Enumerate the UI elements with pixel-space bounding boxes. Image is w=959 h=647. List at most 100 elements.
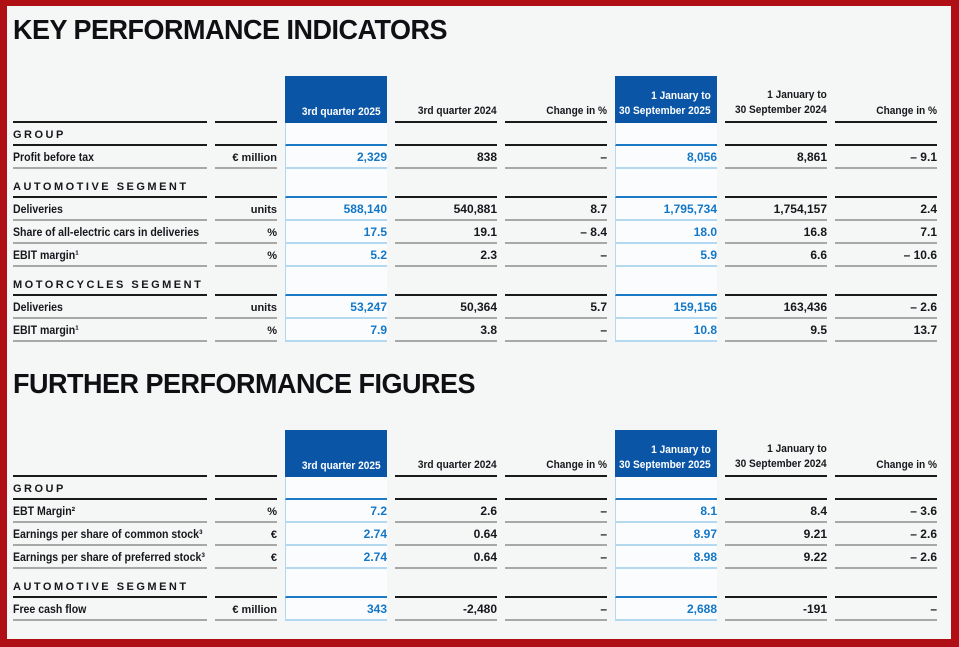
- spacer-row: [13, 569, 947, 575]
- section-header-row-group: GROUP: [13, 477, 947, 500]
- row-unit: %: [215, 319, 277, 342]
- cell-empty: [395, 477, 497, 500]
- kpi-table: 3rd quarter 2025 3rd quarter 2024 Change…: [13, 76, 947, 342]
- header-q3-2024: 3rd quarter 2024: [395, 76, 497, 123]
- table-row-eps-common: Earnings per share of common stock³ € 2.…: [13, 523, 947, 546]
- header-ytd-2024: 1 January to 30 September 2024: [725, 76, 827, 123]
- table-row-moto-deliveries: Deliveries units 53,247 50,364 5.7 159,1…: [13, 296, 947, 319]
- cell-change: – 8.4: [505, 221, 607, 244]
- cell-q3-2025: 53,247: [285, 296, 387, 319]
- row-label: Earnings per share of common stock³: [13, 523, 207, 546]
- cell-change-ytd: 7.1: [835, 221, 937, 244]
- page-title-kpi: KEY PERFORMANCE INDICATORS: [13, 14, 448, 46]
- row-unit: €: [215, 546, 277, 569]
- cell-q3-2024: 2.6: [395, 500, 497, 523]
- cell-q3-2024: 3.8: [395, 319, 497, 342]
- section-name: AUTOMOTIVE SEGMENT: [13, 575, 207, 598]
- cell-ytd-2024: 6.6: [725, 244, 827, 267]
- cell-empty: [725, 175, 827, 198]
- cell-change: –: [505, 319, 607, 342]
- table-row-auto-deliveries: Deliveries units 588,140 540,881 8.7 1,7…: [13, 198, 947, 221]
- cell-ytd-2024: 9.22: [725, 546, 827, 569]
- label-column-header: [13, 430, 207, 477]
- table-row-eps-preferred: Earnings per share of preferred stock³ €…: [13, 546, 947, 569]
- table-row-profit-before-tax: Profit before tax € million 2,329 838 – …: [13, 146, 947, 169]
- header-ytd-2024: 1 January to 30 September 2024: [725, 430, 827, 477]
- table-row-auto-ebit-margin: EBIT margin¹ % 5.2 2.3 – 5.9 6.6 – 10.6: [13, 244, 947, 267]
- cell-empty: [215, 477, 277, 500]
- row-unit: units: [215, 198, 277, 221]
- cell-empty: [215, 123, 277, 146]
- section-header-row-motorcycles: MOTORCYCLES SEGMENT: [13, 273, 947, 296]
- cell-q3-2024: 540,881: [395, 198, 497, 221]
- cell-ytd-2025: 18.0: [615, 221, 717, 244]
- cell-empty: [285, 123, 387, 146]
- row-label: Deliveries: [13, 198, 207, 221]
- cell-ytd-2024: 9.5: [725, 319, 827, 342]
- header-change-ytd: Change in %: [835, 430, 937, 477]
- cell-q3-2024: 0.64: [395, 523, 497, 546]
- row-label: EBT Margin²: [13, 500, 207, 523]
- cell-change-ytd: – 2.6: [835, 546, 937, 569]
- cell-q3-2025: 588,140: [285, 198, 387, 221]
- cell-empty: [505, 273, 607, 296]
- cell-empty: [835, 273, 937, 296]
- cell-empty: [395, 175, 497, 198]
- cell-q3-2024: 0.64: [395, 546, 497, 569]
- cell-change: 8.7: [505, 198, 607, 221]
- table-row-electric-share: Share of all-electric cars in deliveries…: [13, 221, 947, 244]
- spacer-row: [13, 169, 947, 175]
- cell-q3-2025: 7.9: [285, 319, 387, 342]
- row-unit: units: [215, 296, 277, 319]
- row-label: EBIT margin¹: [13, 244, 207, 267]
- cell-empty: [835, 477, 937, 500]
- cell-change: –: [505, 500, 607, 523]
- cell-q3-2025: 2.74: [285, 523, 387, 546]
- row-label: Share of all-electric cars in deliveries: [13, 221, 207, 244]
- cell-empty: [215, 273, 277, 296]
- row-unit: %: [215, 500, 277, 523]
- cell-empty: [395, 273, 497, 296]
- cell-empty: [835, 123, 937, 146]
- cell-empty: [615, 575, 717, 598]
- header-q3-2025: 3rd quarter 2025: [285, 430, 387, 477]
- cell-empty: [505, 477, 607, 500]
- cell-change-ytd: 13.7: [835, 319, 937, 342]
- cell-change-ytd: – 2.6: [835, 523, 937, 546]
- cell-ytd-2024: 9.21: [725, 523, 827, 546]
- section-header-row-group: GROUP: [13, 123, 947, 146]
- row-unit: €: [215, 523, 277, 546]
- further-figures-table: 3rd quarter 2025 3rd quarter 2024 Change…: [13, 430, 947, 621]
- table-row-moto-ebit-margin: EBIT margin¹ % 7.9 3.8 – 10.8 9.5 13.7: [13, 319, 947, 342]
- table-header-row: 3rd quarter 2025 3rd quarter 2024 Change…: [13, 430, 947, 477]
- cell-ytd-2025: 159,156: [615, 296, 717, 319]
- page-content: KEY PERFORMANCE INDICATORS 3rd quarter 2…: [7, 6, 951, 621]
- cell-empty: [835, 575, 937, 598]
- table-row-ebt-margin: EBT Margin² % 7.2 2.6 – 8.1 8.4 – 3.6: [13, 500, 947, 523]
- row-unit: € million: [215, 598, 277, 621]
- cell-empty: [285, 175, 387, 198]
- cell-empty: [725, 123, 827, 146]
- cell-change: –: [505, 598, 607, 621]
- cell-change: –: [505, 244, 607, 267]
- cell-q3-2024: 50,364: [395, 296, 497, 319]
- cell-ytd-2025: 2,688: [615, 598, 717, 621]
- cell-q3-2025: 7.2: [285, 500, 387, 523]
- cell-empty: [505, 123, 607, 146]
- section-header-row-automotive: AUTOMOTIVE SEGMENT: [13, 175, 947, 198]
- cell-ytd-2025: 8.1: [615, 500, 717, 523]
- cell-change: –: [505, 546, 607, 569]
- cell-ytd-2024: -191: [725, 598, 827, 621]
- cell-empty: [615, 273, 717, 296]
- section-header-row-automotive: AUTOMOTIVE SEGMENT: [13, 575, 947, 598]
- cell-q3-2025: 17.5: [285, 221, 387, 244]
- cell-q3-2025: 343: [285, 598, 387, 621]
- cell-empty: [215, 575, 277, 598]
- cell-change: –: [505, 523, 607, 546]
- cell-empty: [615, 175, 717, 198]
- cell-q3-2024: -2,480: [395, 598, 497, 621]
- cell-q3-2025: 5.2: [285, 244, 387, 267]
- header-q3-2025: 3rd quarter 2025: [285, 76, 387, 123]
- cell-change-ytd: – 10.6: [835, 244, 937, 267]
